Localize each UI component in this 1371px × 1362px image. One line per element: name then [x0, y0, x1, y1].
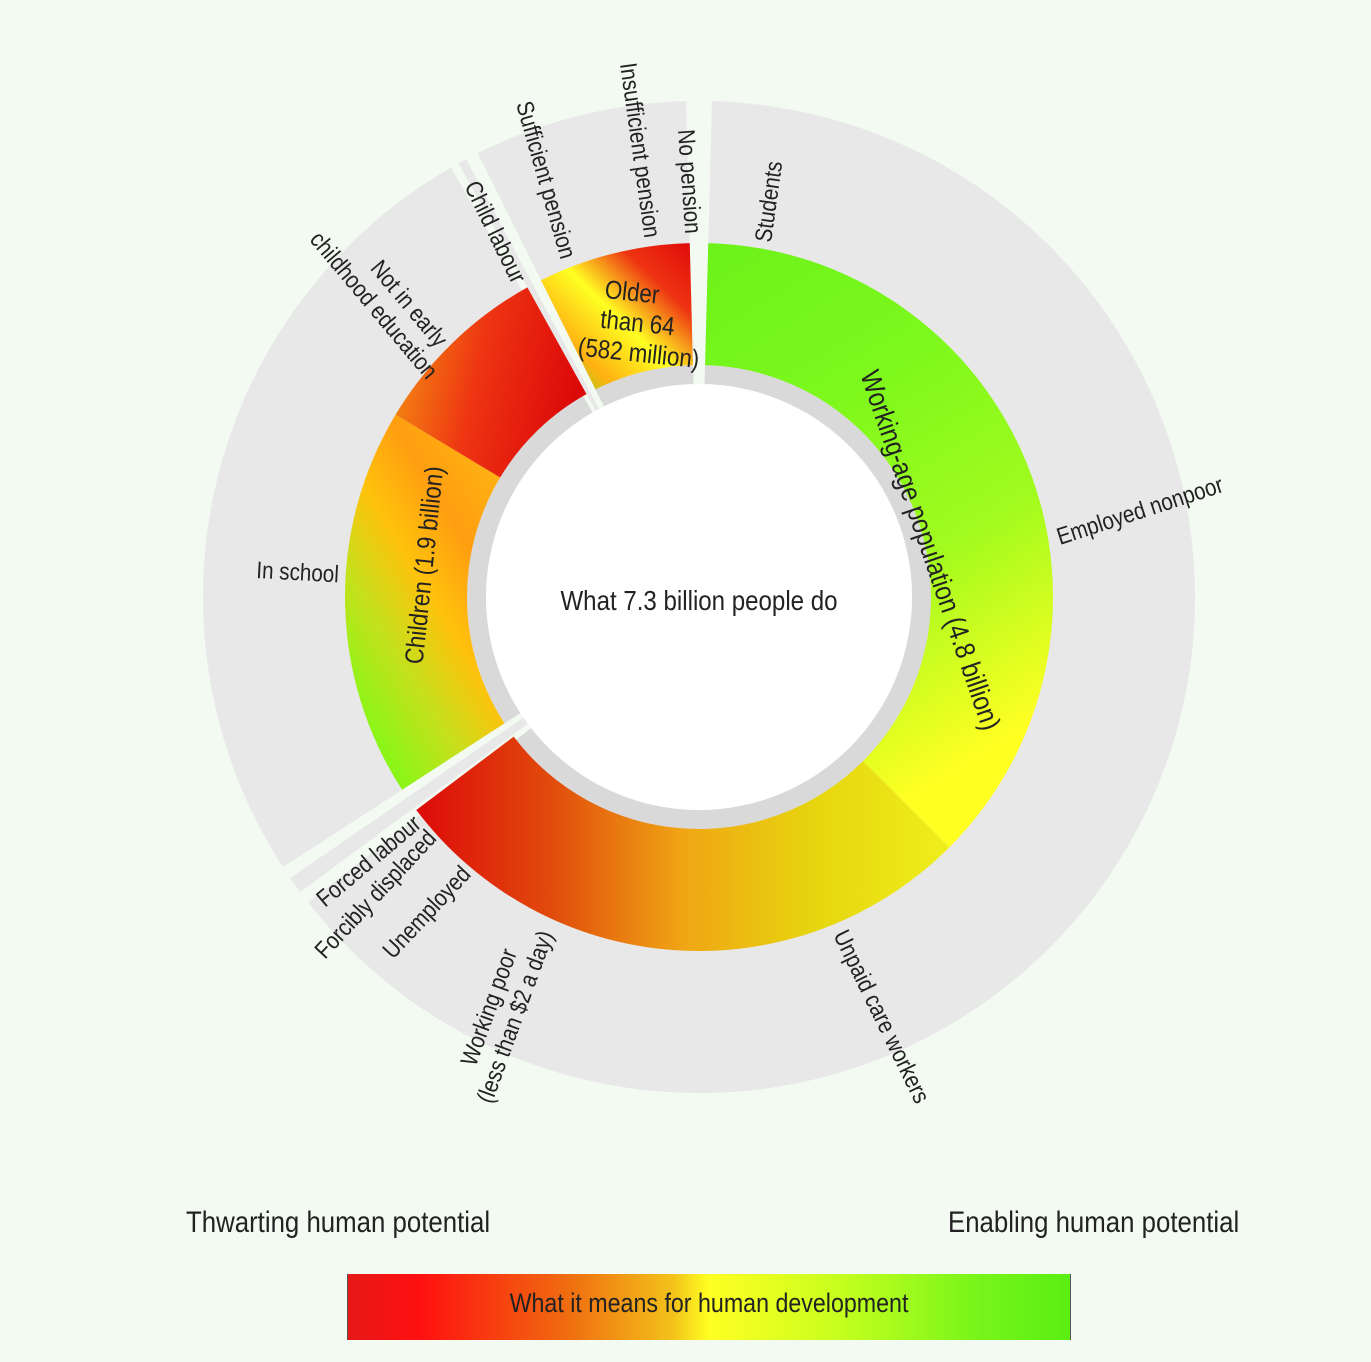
label-in-school: In school — [256, 557, 340, 588]
center-disc — [486, 384, 912, 810]
main-ring — [345, 243, 1054, 952]
inner-gray-ring — [466, 365, 932, 829]
older-line-1: Older — [603, 276, 660, 311]
group-label-older: Older than 64 (582 million) — [577, 276, 701, 375]
ring-segment-child-labour — [395, 287, 587, 478]
legend-bar-label: What it means for human development — [509, 1288, 909, 1318]
legend-left-label: Thwarting human potential — [186, 1206, 491, 1239]
ring-segment-working-age — [705, 243, 1054, 848]
legend-gradient-bar: What it means for human development — [347, 1274, 1071, 1340]
center-title: What 7.3 billion people do — [560, 584, 837, 616]
inner-gray-older — [595, 365, 694, 407]
sunburst-diagram: What 7.3 billion people do Working-age p… — [203, 61, 1227, 1107]
ring-segment-working-poor — [416, 736, 950, 952]
ring-segment-older — [541, 243, 693, 390]
legend-right-label: Enabling human potential — [948, 1206, 1240, 1239]
inner-gray-children — [466, 396, 593, 724]
ring-segment-children — [345, 414, 505, 790]
